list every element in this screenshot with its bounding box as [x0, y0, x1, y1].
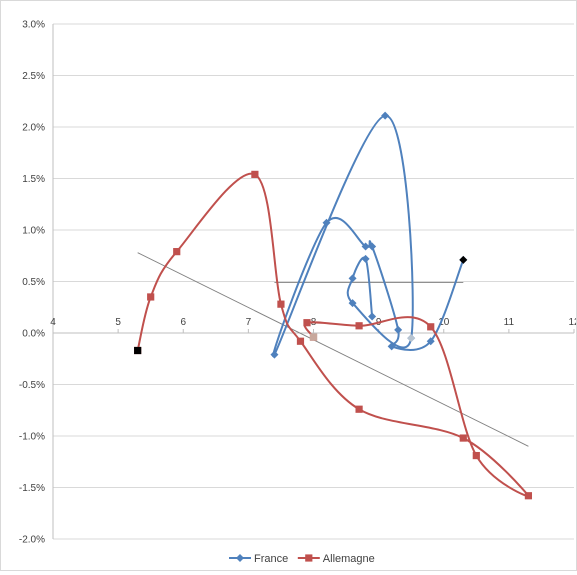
x-tick-label: 5 [115, 317, 121, 328]
data-point-allemagne[interactable] [524, 492, 533, 500]
data-point-france[interactable] [348, 274, 357, 283]
x-tick-label: 11 [504, 317, 515, 328]
y-tick-label: 1.5% [22, 174, 45, 185]
y-tick-label: -0.5% [19, 380, 45, 391]
x-tick-label: 4 [50, 317, 56, 328]
data-point-france[interactable] [348, 299, 357, 308]
data-point-allemagne[interactable] [277, 300, 285, 308]
legend-label: Allemagne [323, 553, 375, 565]
highlight-points [134, 255, 468, 355]
data-point-france[interactable] [361, 242, 370, 251]
series-allemagne [134, 170, 533, 500]
y-tick-label: -1.0% [19, 432, 45, 443]
data-point-france[interactable] [368, 242, 377, 251]
data-point-allemagne[interactable] [472, 451, 480, 460]
data-point-allemagne[interactable] [147, 293, 155, 301]
y-tick-label: -2.0% [19, 535, 45, 546]
y-tick-label: 3.0% [22, 20, 45, 31]
data-point-allemagne[interactable] [251, 170, 259, 178]
series-line-france [272, 114, 465, 358]
x-tick-label: 7 [246, 317, 252, 328]
data-point-france[interactable] [368, 312, 377, 321]
y-tick-label: -1.5% [19, 483, 45, 494]
legend[interactable]: France Allemagne [229, 553, 375, 565]
data-point-allemagne[interactable] [173, 248, 181, 256]
legend-marker-allemagne[interactable] [305, 554, 313, 562]
legend-item-france[interactable]: France [229, 553, 288, 565]
highlight-point[interactable] [407, 334, 416, 343]
data-point-allemagne[interactable] [355, 405, 363, 413]
data-point-france[interactable] [394, 325, 403, 334]
data-point-france[interactable] [426, 337, 435, 346]
legend-label: France [254, 553, 288, 565]
x-tick-label: 12 [568, 317, 576, 328]
y-tick-label: 0.0% [22, 329, 45, 340]
data-point-allemagne[interactable] [459, 434, 467, 442]
series-group [134, 111, 533, 500]
data-point-france[interactable] [322, 218, 331, 227]
data-point-allemagne[interactable] [303, 319, 311, 327]
y-tick-label: 1.0% [22, 226, 45, 237]
reference-line-1 [137, 252, 529, 447]
y-tick-label: 2.0% [22, 123, 45, 134]
data-point-allemagne[interactable] [427, 323, 435, 331]
data-point-france[interactable] [387, 342, 396, 351]
highlight-point[interactable] [309, 333, 318, 341]
data-point-allemagne[interactable] [296, 337, 305, 345]
data-point-france[interactable] [361, 254, 370, 263]
legend-marker-france[interactable] [236, 554, 244, 562]
series-line-allemagne [136, 172, 530, 498]
legend-item-allemagne[interactable]: Allemagne [297, 553, 375, 565]
data-point-france[interactable] [381, 111, 390, 120]
x-tick-label: 6 [180, 317, 186, 328]
data-point-france[interactable] [270, 350, 279, 359]
y-tick-label: 2.5% [22, 71, 45, 82]
x-tick-label: 10 [438, 317, 450, 328]
data-point-allemagne[interactable] [355, 322, 363, 330]
y-tick-label: 0.5% [22, 277, 45, 288]
highlight-point[interactable] [134, 346, 142, 355]
highlight-point[interactable] [459, 255, 468, 264]
